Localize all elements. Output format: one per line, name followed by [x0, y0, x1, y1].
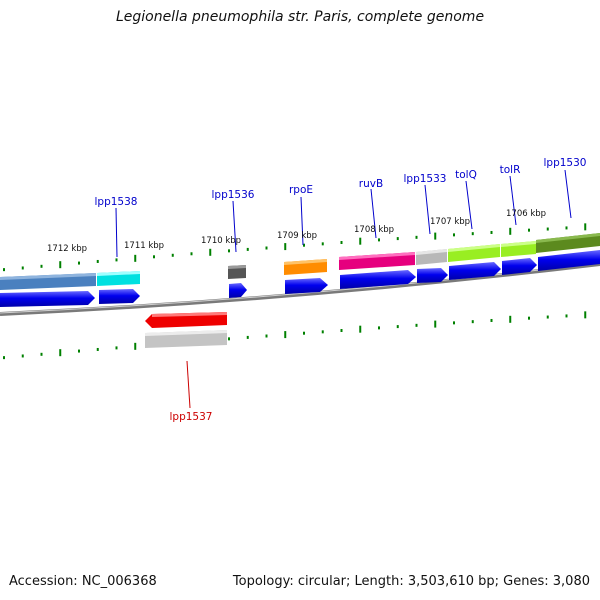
gene-label-lpp1536[interactable]: lpp1536 [212, 189, 255, 201]
cds-ruvB-arrow[interactable] [340, 270, 416, 289]
genome-summary-text: Topology: circular; Length: 3,503,610 bp… [232, 574, 590, 589]
cds-track-forward [0, 250, 600, 307]
scale-label-1709: 1709 kbp [277, 231, 317, 241]
gene-label-tolR[interactable]: tolR [500, 164, 521, 176]
map-title: Legionella pneumophila str. Paris, compl… [115, 9, 485, 25]
cds-lpp1538-arrow[interactable] [99, 289, 140, 304]
gene-label-leaders [115, 169, 572, 409]
scale-label-1711: 1711 kbp [124, 241, 164, 251]
gene-label-lpp1538[interactable]: lpp1538 [95, 196, 138, 208]
feature-track-reverse [145, 312, 227, 348]
cds-lpp1539-arrow[interactable] [0, 291, 95, 307]
scale-ticks-lower [3, 311, 587, 360]
cds-lpp1533-arrow[interactable] [417, 268, 448, 283]
cds-lpp1530-arrow[interactable] [538, 250, 600, 271]
genome-backbone [0, 262, 600, 316]
cds-tolR-arrow[interactable] [502, 258, 537, 275]
scale-label-1707: 1707 kbp [430, 217, 470, 227]
scale-label-1712: 1712 kbp [47, 244, 87, 254]
scale-label-1708: 1708 kbp [354, 225, 394, 235]
accession-text: Accession: NC_006368 [9, 574, 157, 589]
scale-label-1706: 1706 kbp [506, 209, 546, 219]
cds-lpp1536-arrow[interactable] [229, 283, 247, 298]
gene-label-rpoE[interactable]: rpoE [289, 184, 313, 196]
gene-label-ruvB[interactable]: ruvB [359, 178, 383, 190]
gene-label-tolQ[interactable]: tolQ [455, 169, 477, 181]
gene-label-lpp1533[interactable]: lpp1533 [404, 173, 447, 185]
gene-label-lpp1537[interactable]: lpp1537 [170, 411, 213, 423]
gene-label-lpp1530[interactable]: lpp1530 [544, 157, 587, 169]
gene-labels: lpp1538 lpp1536 rpoE ruvB lpp1533 tolQ t… [95, 157, 587, 423]
scale-label-1710: 1710 kbp [201, 236, 241, 246]
scale-labels: 1712 kbp 1711 kbp 1710 kbp 1709 kbp 1708… [47, 209, 546, 254]
feature-lpp1530-box[interactable] [536, 233, 600, 253]
cds-tolQ-arrow[interactable] [449, 262, 501, 280]
feature-track-forward [0, 233, 600, 290]
scale-ticks-upper [3, 223, 587, 272]
cds-rpoE-arrow[interactable] [285, 278, 328, 294]
